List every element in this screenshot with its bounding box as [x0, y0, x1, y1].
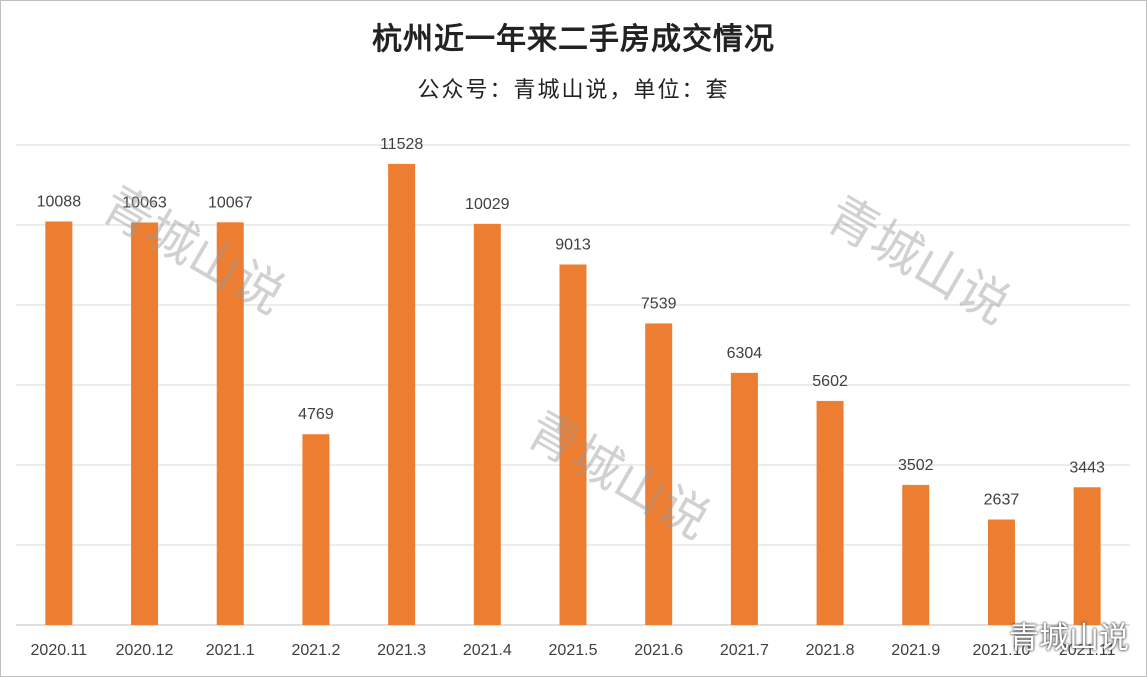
bar-series	[45, 163, 1101, 626]
chart-title: 杭州近一年来二手房成交情况	[372, 22, 775, 57]
data-label: 3443	[1069, 459, 1105, 476]
x-axis-tick-labels: 2020.11 2020.12 2021.1 2021.2 2021.3 2021.4 20…	[31, 642, 1116, 659]
bar	[216, 222, 244, 625]
data-label: 10029	[465, 196, 510, 213]
data-label: 11528	[380, 136, 423, 153]
bar	[730, 372, 758, 625]
bar	[131, 222, 159, 626]
x-tick-label: 2021.7	[720, 642, 769, 659]
bar	[902, 484, 930, 625]
bar	[645, 323, 673, 625]
data-label: 10067	[208, 194, 253, 211]
x-tick-label: 2021.2	[291, 642, 340, 659]
x-tick-label: 2020.11	[31, 642, 88, 659]
x-tick-label: 2021.6	[634, 642, 683, 659]
bar	[987, 519, 1015, 625]
data-label: 4769	[298, 406, 334, 423]
data-label: 7539	[641, 295, 677, 312]
x-tick-label: 2021.8	[806, 642, 855, 659]
bar	[816, 400, 844, 625]
x-tick-label: 2021.5	[549, 642, 598, 659]
data-labels: 10088 10063 10067 4769 11528 10029 9013 7539 630…	[37, 136, 1105, 509]
x-tick-label: 2021.9	[891, 642, 940, 659]
data-label: 10063	[122, 194, 167, 211]
data-label: 2637	[984, 492, 1020, 509]
watermark-text: 青城山说	[517, 400, 719, 550]
bar	[302, 434, 330, 625]
watermark-text: 青城山说	[817, 185, 1019, 335]
data-label: 9013	[555, 236, 591, 253]
bar	[473, 223, 501, 625]
corner-watermark: 青城山说	[1009, 621, 1129, 656]
x-tick-label: 2021.11	[1059, 642, 1116, 659]
x-tick-label: 2021.1	[206, 642, 255, 659]
data-label: 5602	[812, 373, 848, 390]
chart-subtitle: 公众号：青城山说，单位：套	[417, 78, 730, 103]
bar	[559, 264, 587, 625]
bar	[388, 163, 416, 625]
x-tick-label: 2021.4	[463, 642, 512, 659]
data-label: 10088	[37, 193, 82, 210]
x-tick-label: 2021.3	[377, 642, 426, 659]
watermark-text: 青城山说	[92, 175, 294, 325]
data-label: 3502	[898, 457, 934, 474]
bar	[45, 221, 73, 626]
x-tick-label: 2021.10	[973, 642, 1031, 659]
x-tick-label: 2020.12	[116, 642, 174, 659]
bar	[1073, 487, 1101, 625]
data-label: 6304	[727, 345, 763, 362]
